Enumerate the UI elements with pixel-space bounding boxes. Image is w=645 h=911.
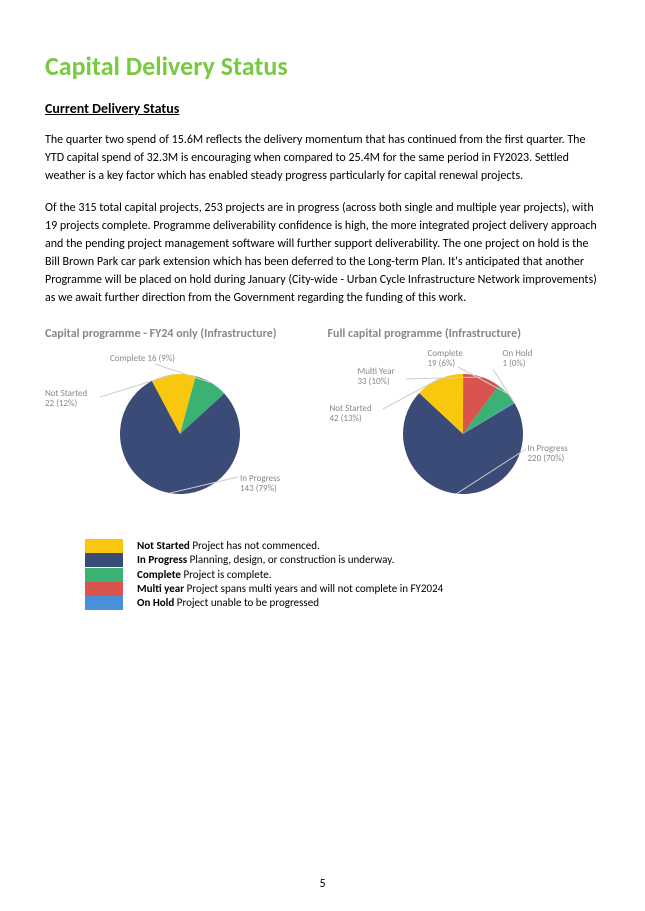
pie-slice-label: Multi Year33 (10%) [358,367,395,387]
pie-slice-label: In Progress220 (70%) [528,444,568,464]
legend-row: Not Started Project has not commenced. [85,539,600,553]
chart-fy24-pie: Not Started22 (12%) Complete 16 (9%) In Pr… [45,349,318,509]
legend-swatch [85,596,123,610]
legend-row: In Progress Planning, design, or constru… [85,553,600,567]
section-subtitle: Current Delivery Status [45,100,600,117]
legend-row: On Hold Project unable to be progressed [85,596,600,610]
legend-text: Complete Project is complete. [137,568,272,582]
chart-full-pie: Not Started42 (13%) Multi Year33 (10%) Com… [328,349,601,509]
charts-row: Capital programme - FY24 only (Infrastru… [45,327,600,509]
page-title: Capital Delivery Status [45,50,600,82]
legend-swatch [85,568,123,582]
legend-text: In Progress Planning, design, or constru… [137,553,394,567]
pie-slice-label: On Hold1 (0%) [503,349,533,369]
legend-text: Multi year Project spans multi years and… [137,582,443,596]
legend: Not Started Project has not commenced.In… [85,539,600,610]
legend-swatch [85,582,123,596]
chart-full-title: Full capital programme (Infrastructure) [328,327,601,341]
pie-slice-label: Not Started22 (12%) [45,389,87,409]
chart-fy24-title: Capital programme - FY24 only (Infrastru… [45,327,318,341]
pie-slice-label: In Progress143 (79%) [240,474,280,494]
pie-slice-label: Complete 16 (9%) [110,354,175,364]
legend-swatch [85,539,123,553]
pie-slice-label: Not Started42 (13%) [330,404,372,424]
legend-text: Not Started Project has not commenced. [137,539,320,553]
legend-row: Complete Project is complete. [85,568,600,582]
pie-slice-label: Complete19 (6%) [428,349,463,369]
chart-fy24: Capital programme - FY24 only (Infrastru… [45,327,318,509]
body-paragraph-2: Of the 315 total capital projects, 253 p… [45,199,600,307]
body-paragraph-1: The quarter two spend of 15.6M reflects … [45,131,600,185]
legend-text: On Hold Project unable to be progressed [137,596,319,610]
legend-swatch [85,553,123,567]
page-number: 5 [0,877,645,891]
chart-full: Full capital programme (Infrastructure) … [328,327,601,509]
legend-row: Multi year Project spans multi years and… [85,582,600,596]
